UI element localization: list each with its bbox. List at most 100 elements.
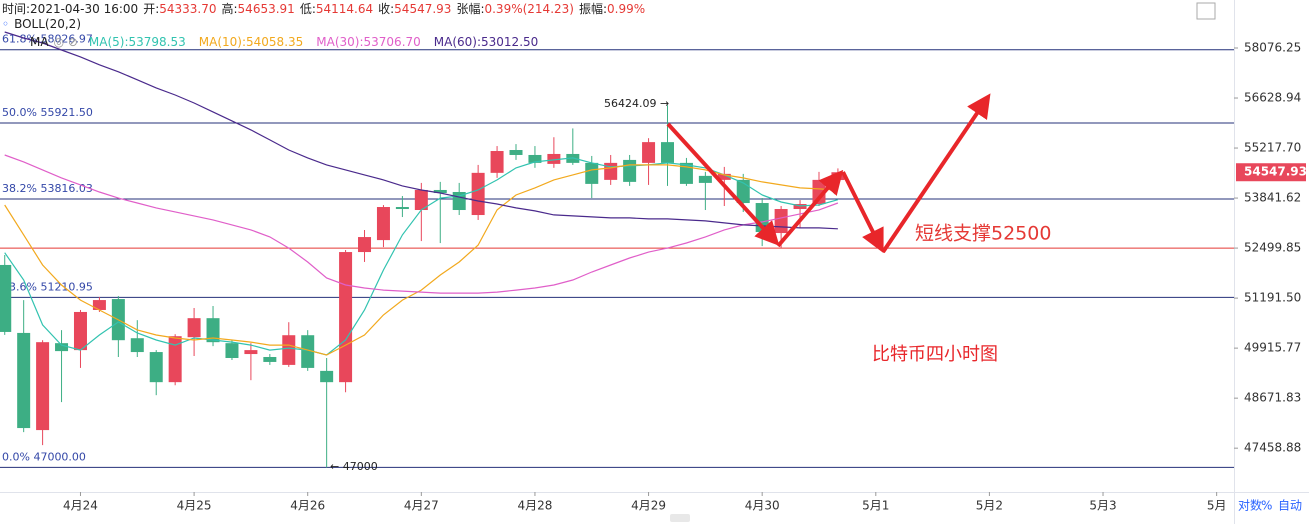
candle-body: [698, 175, 712, 183]
header-row: 时间:2021-04-30 16:00 开:54333.70 高:54653.91 低…: [2, 0, 645, 17]
candle-body: [774, 209, 788, 234]
candle-body: [660, 142, 674, 163]
candle-body: [623, 159, 637, 182]
chart-title: 比特币四小时图: [872, 344, 998, 365]
ma-line: [4, 31, 838, 230]
candle-body: [528, 154, 542, 163]
y-tick-label: 49915.77: [1244, 341, 1301, 355]
x-tick-label: 4月25: [177, 499, 212, 513]
header-value: 0.99%: [607, 2, 646, 16]
candle-body: [414, 189, 428, 211]
candle-body: [263, 356, 277, 362]
trend-arrows: [666, 93, 991, 254]
candle-body: [547, 153, 561, 164]
header-value: 54547.93: [394, 2, 452, 16]
last-price-tag: [1236, 163, 1306, 182]
legend-entry: MA(30):53706.70: [316, 35, 421, 49]
candle-body: [206, 318, 220, 343]
candle-body: [642, 142, 656, 163]
header-item: 时间:2021-04-30 16:00: [2, 0, 138, 17]
x-tick-label: 4月24: [63, 499, 98, 513]
header-item: 张幅:0.39%(214.23): [456, 0, 574, 17]
x-tick-label: 4月30: [745, 499, 780, 513]
arrow: [666, 122, 780, 246]
arrow: [776, 169, 844, 248]
icon: ◦: [2, 17, 10, 31]
candle-body: [73, 311, 87, 351]
legend-entry: MA(60):53012.50: [433, 35, 539, 49]
y-tick-label: 53841.62: [1244, 191, 1301, 205]
ma-line: [4, 157, 839, 356]
candle-body: [225, 343, 239, 358]
icon: ◎ ⊘: [53, 35, 78, 49]
y-tick-label: 56628.94: [1244, 91, 1301, 105]
header-label: 时间:: [2, 2, 31, 16]
candle-body: [509, 150, 523, 155]
annotation: 56424.09 →: [604, 97, 669, 110]
candle-body: [301, 335, 315, 368]
header-label: 低:: [299, 2, 316, 16]
level-label: 50.0% 55921.50: [2, 106, 93, 119]
legend-entry: MA(10):54058.35: [198, 35, 304, 49]
header-item: 低:54114.64: [300, 0, 373, 17]
candle-body: [244, 350, 258, 355]
level-label: 0.0% 47000.00: [2, 450, 86, 463]
candle-body: [187, 318, 201, 338]
scroll-handle[interactable]: [670, 514, 690, 522]
indicator-name: MA: [30, 35, 49, 49]
control[interactable]: 对数: [1238, 498, 1262, 513]
header-value: 2021-04-30 16:00: [30, 2, 139, 16]
y-tick-label: 48671.83: [1244, 391, 1301, 405]
x-tick-label: 5月3: [1089, 499, 1116, 513]
x-tick-label: 4月26: [290, 499, 325, 513]
candle-body: [490, 151, 504, 173]
candle-body: [149, 352, 163, 383]
header-label: 高:: [221, 2, 238, 16]
y-tick-label: 51191.50: [1244, 291, 1301, 305]
support-label: 短线支撑52500: [915, 223, 1051, 245]
candle-body: [376, 207, 390, 241]
x-tick-label: 4月28: [517, 499, 552, 513]
control[interactable]: 自动: [1278, 499, 1302, 513]
candle-body: [0, 264, 12, 332]
indicator-name: BOLL(20,2): [14, 17, 81, 31]
candle-body: [320, 370, 334, 383]
candle-body: [168, 336, 182, 383]
x-tick-label: 4月27: [404, 499, 439, 513]
level-label: 23.6% 51210.95: [2, 280, 93, 293]
candle-body: [339, 252, 353, 383]
header-item: 开:54333.70: [143, 0, 216, 17]
candle-body: [130, 338, 144, 353]
candle-body: [55, 343, 69, 352]
candle-body: [679, 162, 693, 184]
y-tick-label: 47458.88: [1244, 441, 1301, 455]
x-tick-label: 5月1: [862, 499, 889, 513]
arrow: [841, 171, 884, 254]
level-label: 38.2% 53816.03: [2, 182, 93, 195]
control[interactable]: %: [1261, 499, 1272, 513]
ma-line: [4, 154, 839, 294]
y-tick-label: 55217.70: [1244, 141, 1301, 155]
annotation: ← 47000: [330, 460, 378, 473]
header-label: 收:: [378, 2, 395, 16]
ma-line: [4, 164, 838, 356]
last-price-label: 54547.93: [1244, 165, 1307, 179]
header-value: 54333.70: [159, 2, 217, 16]
header-value: 54114.64: [315, 2, 374, 16]
candle-body: [36, 342, 50, 431]
y-tick-label: 52499.85: [1244, 241, 1301, 255]
header-item: 收:54547.93: [378, 0, 451, 17]
header-label: 张幅:: [456, 2, 485, 16]
candle-body: [717, 173, 731, 180]
header-label: 开:: [143, 2, 160, 16]
x-tick-label: 5月: [1207, 499, 1227, 513]
candle-body: [17, 332, 31, 429]
arrow: [881, 93, 991, 254]
expand-icon[interactable]: [1196, 2, 1216, 20]
header-label: 振幅:: [578, 2, 608, 16]
plot-area: 61.8% 58026.97 50.0% 55921.50 38.2% 53816.…: [0, 31, 1234, 468]
legend-entry: MA(5):53798.53: [88, 35, 186, 49]
candle-body: [433, 189, 447, 194]
header-item: 振幅:0.99%: [579, 0, 645, 17]
